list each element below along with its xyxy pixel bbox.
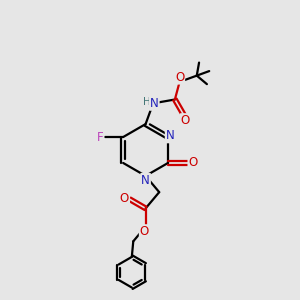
Text: O: O [120,192,129,205]
Text: O: O [175,71,184,84]
Text: O: O [140,225,149,238]
Text: F: F [97,130,104,143]
Text: O: O [188,157,198,169]
Text: N: N [150,97,159,110]
Text: H: H [143,97,151,107]
Text: O: O [181,114,190,127]
Text: N: N [141,174,150,187]
Text: N: N [166,129,175,142]
